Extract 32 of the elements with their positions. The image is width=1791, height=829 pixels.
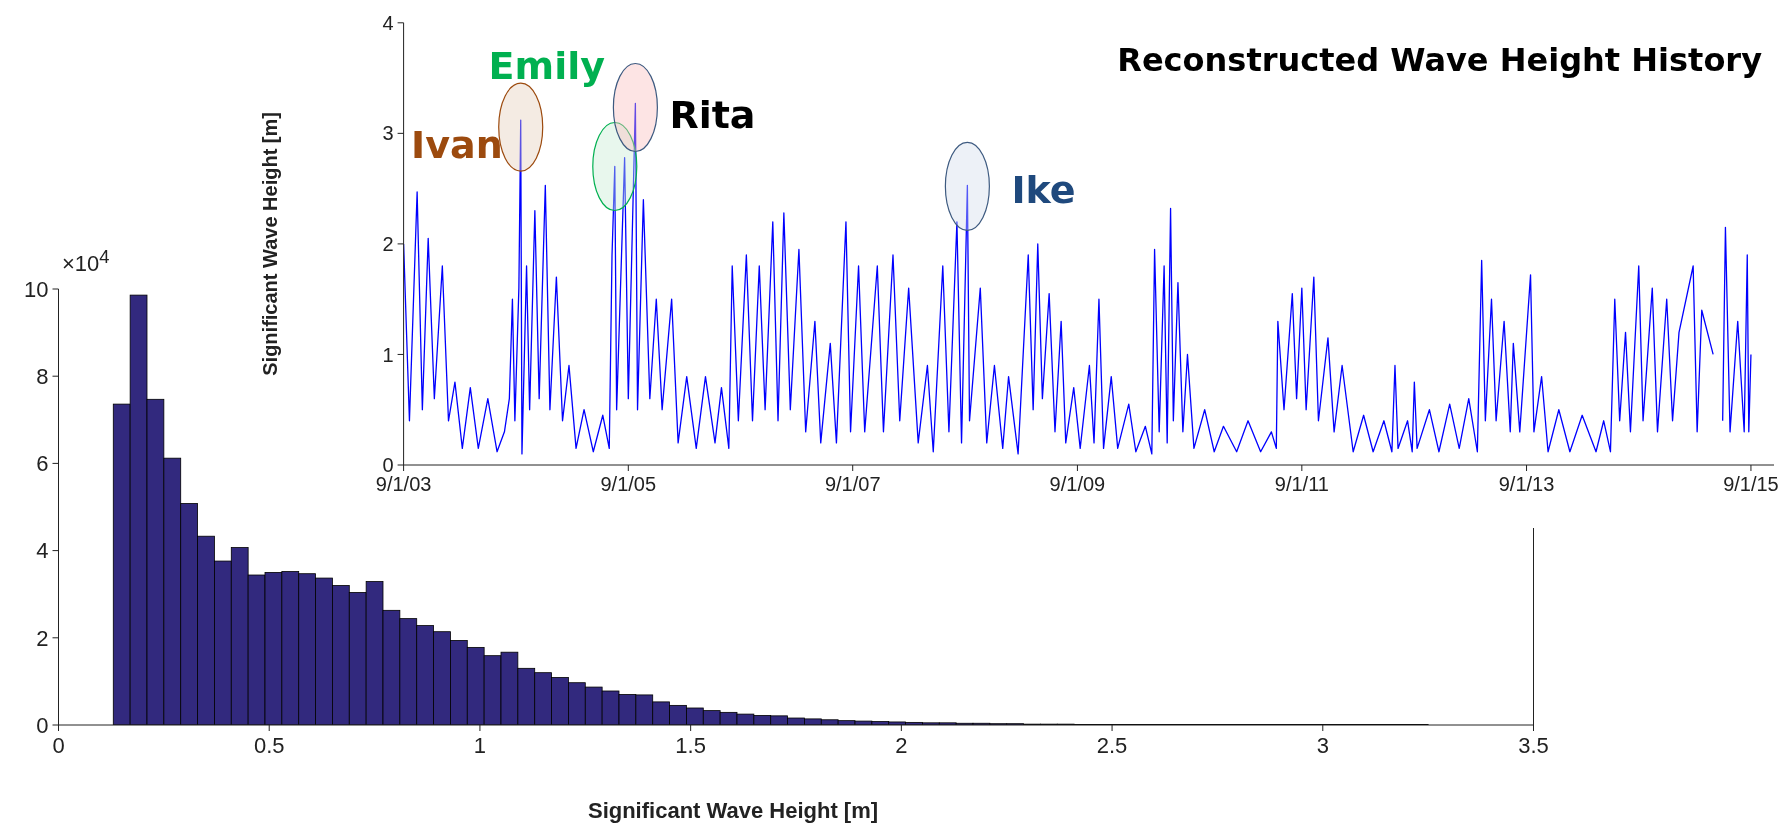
x-tick-label: 9/1/09	[1049, 473, 1106, 496]
annotation: Rita	[669, 92, 756, 137]
x-tick-label: 9/1/11	[1274, 473, 1329, 496]
y-tick-label: 6	[36, 451, 49, 477]
x-tick-label: 9/1/07	[824, 473, 881, 496]
x-tick-label: 9/1/15	[1723, 473, 1779, 496]
annotation: Emily	[488, 43, 606, 88]
y-tick-label: 2	[382, 233, 394, 255]
y-tick-label: 0	[36, 712, 49, 738]
y-tick-label: 3	[382, 122, 394, 145]
x-tick-label: 1.5	[675, 732, 706, 758]
y-axis-title: Significant Wave Height [m]	[259, 112, 282, 376]
y-tick-label: 8	[36, 364, 49, 390]
x-tick-label: 3	[1316, 732, 1329, 758]
x-tick-label: 2.5	[1096, 732, 1128, 758]
x-axis-title: Significant Wave Height [m]	[586, 798, 880, 824]
x-tick-label: 9/1/05	[600, 473, 657, 496]
annotation: Ike	[1011, 168, 1076, 213]
x-tick-label: 1	[473, 732, 487, 758]
x-tick-label: 0	[52, 732, 65, 758]
x-tick-label: 9/1/13	[1498, 473, 1555, 496]
x-tick-label: 3.5	[1518, 732, 1549, 758]
y-tick-label: 2	[36, 625, 49, 651]
y-tick-label: 4	[382, 11, 394, 34]
y-tick-label: 10	[24, 276, 49, 302]
annotation: Ivan	[411, 123, 503, 168]
text: ×10$^{4}$	[62, 246, 110, 278]
text: Reconstructed Wave Height History	[1117, 40, 1763, 79]
x-tick-label: 0.5	[253, 732, 285, 758]
x-tick-label: 2	[895, 732, 908, 758]
y-tick-label: 1	[382, 343, 394, 366]
y-tick-label: 4	[36, 538, 49, 564]
